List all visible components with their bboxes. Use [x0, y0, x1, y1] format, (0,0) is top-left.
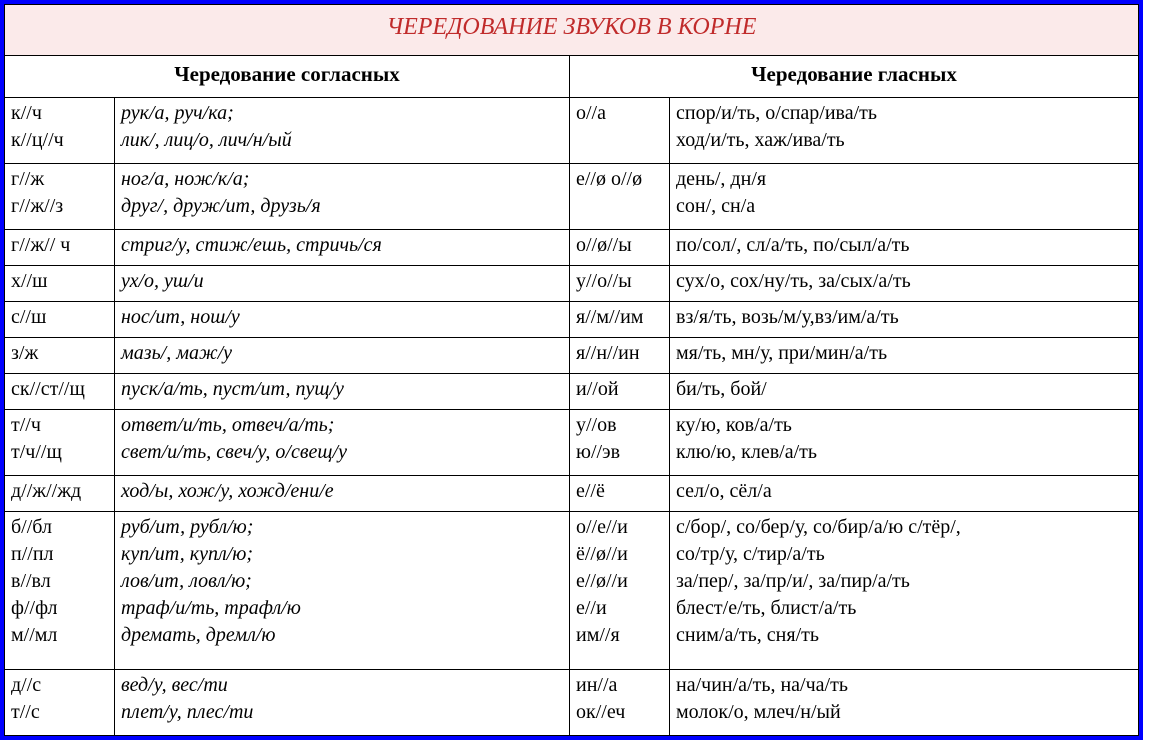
- table-title: ЧЕРЕДОВАНИЕ ЗВУКОВ В КОРНЕ: [5, 5, 1139, 56]
- consonant-pattern: б//блп//плв//влф//флм//мл: [5, 512, 115, 669]
- title-row: ЧЕРЕДОВАНИЕ ЗВУКОВ В КОРНЕ: [5, 5, 1139, 56]
- vowel-examples: спор/и/ть, о/спар/ива/тьход/и/ть, хаж/ив…: [670, 97, 1139, 163]
- vowel-pattern: е//ø о//ø: [570, 164, 670, 230]
- consonant-pattern: д//ж//жд: [5, 476, 115, 512]
- table-frame: ЧЕРЕДОВАНИЕ ЗВУКОВ В КОРНЕ Чередование с…: [0, 0, 1143, 740]
- vowel-pattern: о//а: [570, 97, 670, 163]
- table-row: х//шух/о, уш/иу//о//ысух/о, сох/ну/ть, з…: [5, 266, 1139, 302]
- consonant-examples: пуск/а/ть, пуст/ит, пущ/у: [115, 374, 570, 410]
- vowel-pattern: о//ø//ы: [570, 230, 670, 266]
- consonant-examples: вед/у, вес/типлет/у, плес/ти: [115, 669, 570, 735]
- vowel-examples: би/ть, бой/: [670, 374, 1139, 410]
- consonant-pattern: с//ш: [5, 302, 115, 338]
- table-row: к//чк//ц//чрук/а, руч/ка;лик/, лиц/о, ли…: [5, 97, 1139, 163]
- consonant-examples: ответ/и/ть, отвеч/а/ть;свет/и/ть, свеч/у…: [115, 410, 570, 476]
- vowel-pattern: у//о//ы: [570, 266, 670, 302]
- consonant-examples: стриг/у, стиж/ешь, стричь/ся: [115, 230, 570, 266]
- table-row: б//блп//плв//влф//флм//млруб/ит, рубл/ю;…: [5, 512, 1139, 669]
- table-row: д//ж//ждход/ы, хож/у, хожд/ени/ее//ёсел/…: [5, 476, 1139, 512]
- table-row: с//шнос/ит, нош/уя//м//имвз/я/ть, возь/м…: [5, 302, 1139, 338]
- vowel-pattern: е//ё: [570, 476, 670, 512]
- consonant-examples: мазь/, маж/у: [115, 338, 570, 374]
- consonant-pattern: г//жг//ж//з: [5, 164, 115, 230]
- consonant-examples: руб/ит, рубл/ю;куп/ит, купл/ю;лов/ит, ло…: [115, 512, 570, 669]
- consonant-pattern: г//ж// ч: [5, 230, 115, 266]
- header-consonants: Чередование согласных: [5, 55, 570, 97]
- table-row: д//ст//свед/у, вес/типлет/у, плес/тиин//…: [5, 669, 1139, 735]
- consonant-pattern: т//чт/ч//щ: [5, 410, 115, 476]
- consonant-examples: нос/ит, нош/у: [115, 302, 570, 338]
- vowel-examples: вз/я/ть, возь/м/у,вз/им/а/ть: [670, 302, 1139, 338]
- vowel-examples: на/чин/а/ть, на/ча/тьмолок/о, млеч/н/ый: [670, 669, 1139, 735]
- consonant-examples: рук/а, руч/ка;лик/, лиц/о, лич/н/ый: [115, 97, 570, 163]
- consonant-pattern: з/ж: [5, 338, 115, 374]
- consonant-pattern: д//ст//с: [5, 669, 115, 735]
- header-vowels: Чередование гласных: [570, 55, 1139, 97]
- consonant-pattern: х//ш: [5, 266, 115, 302]
- vowel-pattern: ин//аок//еч: [570, 669, 670, 735]
- table-row: г//жг//ж//зног/а, нож/к/а;друг/, друж/ит…: [5, 164, 1139, 230]
- vowel-examples: с/бор/, со/бер/у, со/бир/а/ю с/тёр/,со/т…: [670, 512, 1139, 669]
- consonant-pattern: ск//ст//щ: [5, 374, 115, 410]
- alternation-table: ЧЕРЕДОВАНИЕ ЗВУКОВ В КОРНЕ Чередование с…: [4, 4, 1139, 736]
- vowel-examples: сух/о, сох/ну/ть, за/сых/а/ть: [670, 266, 1139, 302]
- consonant-examples: ход/ы, хож/у, хожд/ени/е: [115, 476, 570, 512]
- vowel-examples: по/сол/, сл/а/ть, по/сыл/а/ть: [670, 230, 1139, 266]
- vowel-examples: день/, дн/ясон/, сн/а: [670, 164, 1139, 230]
- vowel-pattern: и//ой: [570, 374, 670, 410]
- vowel-pattern: я//м//им: [570, 302, 670, 338]
- vowel-examples: мя/ть, мн/у, при/мин/а/ть: [670, 338, 1139, 374]
- vowel-examples: ку/ю, ков/а/тьклю/ю, клев/а/ть: [670, 410, 1139, 476]
- vowel-pattern: о//е//иё//ø//ие//ø//ие//иим//я: [570, 512, 670, 669]
- vowel-pattern: у//овю//эв: [570, 410, 670, 476]
- consonant-examples: ног/а, нож/к/а;друг/, друж/ит, друзь/я: [115, 164, 570, 230]
- consonant-pattern: к//чк//ц//ч: [5, 97, 115, 163]
- table-row: т//чт/ч//щответ/и/ть, отвеч/а/ть;свет/и/…: [5, 410, 1139, 476]
- table-row: ск//ст//щпуск/а/ть, пуст/ит, пущ/уи//ойб…: [5, 374, 1139, 410]
- consonant-examples: ух/о, уш/и: [115, 266, 570, 302]
- vowel-pattern: я//н//ин: [570, 338, 670, 374]
- table-row: г//ж// чстриг/у, стиж/ешь, стричь/сяо//ø…: [5, 230, 1139, 266]
- table-row: з/жмазь/, маж/уя//н//инмя/ть, мн/у, при/…: [5, 338, 1139, 374]
- header-row: Чередование согласных Чередование гласны…: [5, 55, 1139, 97]
- vowel-examples: сел/о, сёл/а: [670, 476, 1139, 512]
